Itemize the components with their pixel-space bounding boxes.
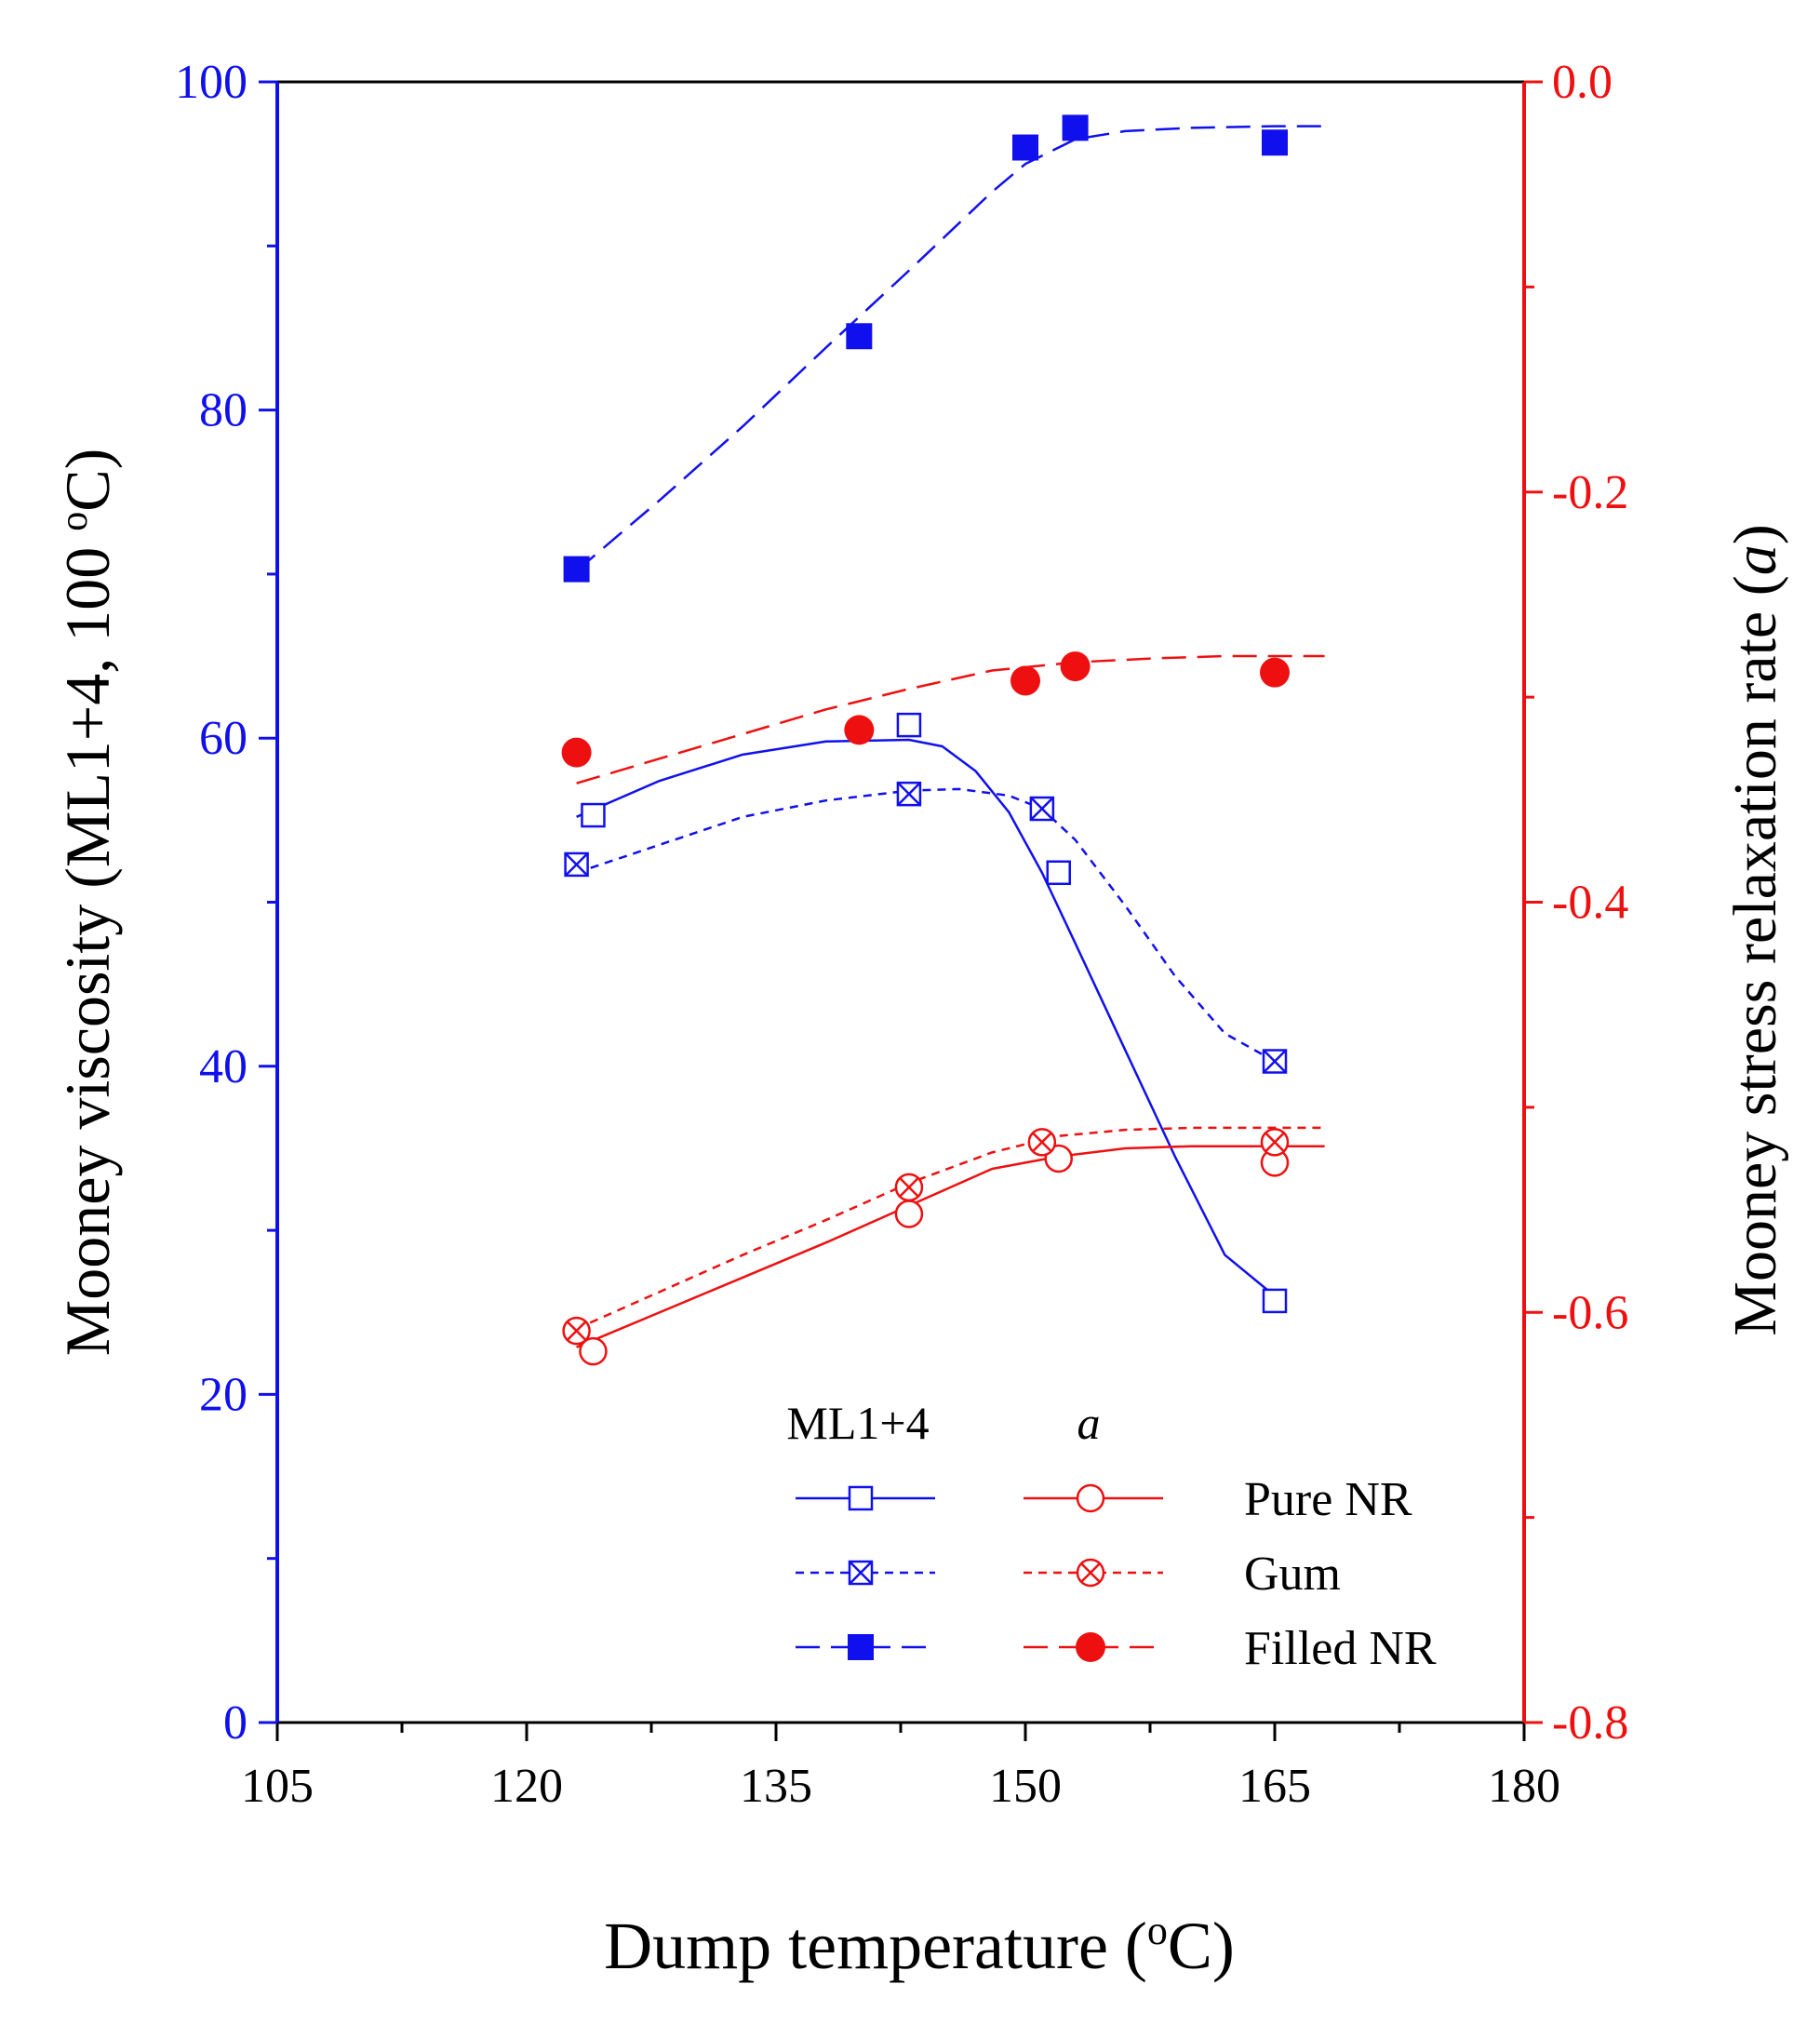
y-left-axis-label-sup: o — [53, 512, 96, 531]
x-tick-label: 165 — [1238, 1760, 1311, 1813]
point-a_pure — [894, 1200, 924, 1228]
legend-marker-a_filled — [1076, 1632, 1105, 1662]
fit-line-a_pure — [576, 1145, 1325, 1348]
point-ml_filled — [1012, 134, 1038, 161]
fit-line-ml_filled — [575, 125, 1325, 572]
y-left-axis-label-text: Mooney viscosity (ML1+4, 100 — [52, 531, 123, 1356]
legend-label: Filled NR — [1244, 1622, 1437, 1675]
y-right-axis-label-end: ) — [1721, 524, 1789, 544]
point-a_filled — [1010, 665, 1040, 696]
fit-line-a_filled — [576, 654, 1325, 784]
series-layer — [561, 114, 1325, 1366]
x-tick-label: 120 — [490, 1760, 563, 1813]
fit-line-ml_gum — [576, 787, 1276, 1063]
x-axis-label-end: C) — [1168, 1909, 1235, 1983]
point-a_filled — [1060, 651, 1091, 682]
y-left-tick-label: 20 — [199, 1368, 248, 1421]
point-ml_filled — [563, 556, 590, 583]
legend-label: Pure NR — [1244, 1473, 1412, 1526]
y-right-axis-label-text: Mooney stress relaxation rate ( — [1721, 575, 1789, 1335]
y-right-tick-label: 0.0 — [1552, 56, 1613, 109]
legend-marker-a_pure — [1076, 1483, 1105, 1513]
y-left-tick-label: 0 — [223, 1696, 248, 1750]
point-a_gum-cross-b — [566, 1321, 587, 1341]
fit-line-a_gum — [576, 1126, 1325, 1331]
x-axis-label-sup: o — [1147, 1908, 1168, 1953]
point-ml_filled — [846, 323, 873, 350]
point-ml_gum-cross-b — [1263, 1049, 1287, 1074]
point-a_filled — [844, 715, 875, 745]
x-axis-label-text: Dump temperature ( — [604, 1909, 1147, 1983]
legend-col2-title: a — [1077, 1397, 1101, 1449]
x-tick-label: 150 — [989, 1760, 1062, 1813]
y-right-tick-label: -0.4 — [1552, 877, 1628, 930]
y-right-tick-label: -0.6 — [1552, 1286, 1628, 1339]
legend-marker-ml_pure — [848, 1485, 874, 1511]
legend: ML1+4 a Pure NR Gum Filled NR — [786, 1397, 1436, 1675]
axes-layer: 105 120 135 150 165 180 0 20 40 60 80 100 -0.8 -0.6 -0… — [52, 56, 1789, 1983]
y-right-tick-label: -0.8 — [1552, 1696, 1628, 1750]
point-ml_pure — [581, 802, 606, 828]
y-left-tick-label: 80 — [199, 384, 248, 437]
legend-marker-a_gum-cross-b — [1080, 1562, 1101, 1583]
point-a_gum-cross-b — [1265, 1132, 1285, 1153]
point-ml_pure — [1262, 1288, 1288, 1314]
legend-marker-ml_filled — [848, 1634, 874, 1660]
x-tick-label: 135 — [740, 1760, 812, 1813]
y-left-tick-label: 100 — [175, 56, 248, 109]
point-a_pure — [579, 1336, 608, 1366]
y-left-tick-label: 60 — [199, 712, 248, 765]
point-a_gum-cross-b — [1032, 1132, 1052, 1153]
point-ml_filled — [1262, 129, 1288, 156]
legend-col1-title: ML1+4 — [786, 1397, 929, 1449]
point-ml_gum-cross-b — [564, 852, 589, 877]
point-ml_gum-cross-b — [897, 782, 921, 807]
y-right-tick-label: -0.2 — [1552, 466, 1628, 519]
point-a_gum-cross-b — [899, 1177, 919, 1198]
point-a_filled — [1260, 657, 1290, 688]
y-left-tick-label: 40 — [199, 1040, 248, 1093]
x-axis-label: Dump temperature (oC) — [604, 1908, 1235, 1983]
legend-label: Gum — [1244, 1548, 1341, 1601]
x-tick-label: 105 — [241, 1760, 314, 1813]
point-ml_pure — [1046, 860, 1071, 886]
y-left-axis-label-end: C) — [52, 449, 123, 512]
point-ml_pure — [896, 712, 922, 738]
x-tick-label: 180 — [1488, 1760, 1560, 1813]
y-right-axis-label-italic: a — [1721, 544, 1789, 575]
y-left-axis-label: Mooney viscosity (ML1+4, 100 oC) — [52, 449, 123, 1356]
point-ml_filled — [1062, 114, 1089, 141]
point-ml_gum-cross-b — [1029, 797, 1054, 821]
legend-marker-ml_gum-cross-b — [849, 1561, 873, 1585]
point-a_filled — [561, 737, 592, 768]
y-right-axis-label: Mooney stress relaxation rate (a) — [1721, 524, 1789, 1335]
fit-line-ml_pure — [576, 738, 1276, 1297]
